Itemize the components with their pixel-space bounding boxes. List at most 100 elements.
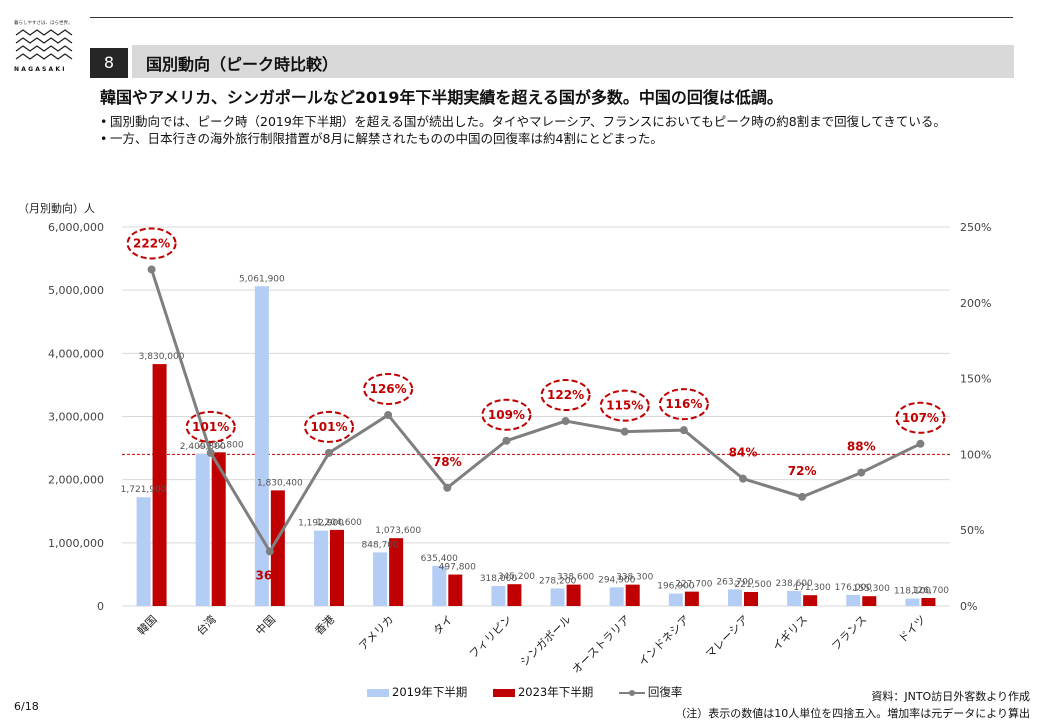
highlight-ellipse	[304, 410, 354, 443]
data-label-2019: 5,061,900	[239, 274, 285, 284]
highlight-ellipse	[363, 372, 414, 405]
recovery-rate-point	[620, 427, 629, 436]
y2-tick-label: 0%	[960, 600, 977, 613]
x-tick-label: オーストラリア	[570, 613, 633, 675]
bar-2023	[862, 596, 877, 606]
data-label-2023: 338,300	[616, 573, 653, 583]
data-label-2023: 345,200	[498, 572, 535, 582]
bullet-item: 一方、日本行きの海外旅行制限措置が8月に解禁されたものの中国の回復率は約4割にと…	[100, 130, 980, 147]
recovery-rate-point	[206, 448, 215, 457]
bar-2019	[491, 585, 506, 606]
recovery-rate-point	[916, 439, 925, 448]
legend-swatch-rate	[618, 688, 645, 698]
y2-tick-label: 250%	[960, 221, 991, 234]
recovery-rate-label: 116%	[665, 397, 702, 411]
recovery-rate-point	[325, 448, 333, 457]
bar-2019	[314, 530, 328, 606]
data-label-2019: 176,000	[835, 583, 872, 593]
bar-2023	[389, 538, 404, 606]
logo-tagline: 暮らしやすさは、ほら世界。	[14, 21, 73, 26]
data-label-2023: 2,432,800	[198, 440, 244, 450]
data-label-2019: 196,900	[657, 582, 694, 592]
data-label-2023: 221,500	[734, 580, 771, 590]
data-label-2023: 3,830,000	[139, 352, 185, 362]
data-label-2019: 263,700	[716, 577, 753, 587]
recovery-rate-label: 115%	[606, 399, 643, 413]
legend-item-2023: 2023年下半期	[492, 684, 593, 700]
x-tick-label: タイ	[431, 613, 456, 638]
logo-wordmark: NAGASAKI	[14, 66, 67, 73]
recovery-rate-label: 88%	[847, 440, 876, 454]
x-tick-label: 中国	[253, 613, 278, 638]
section-number: 8	[90, 48, 128, 78]
recovery-rate-label: 101%	[310, 420, 347, 434]
recovery-rate-point	[679, 426, 688, 435]
bar-2023	[684, 591, 699, 606]
legend-swatch-2023	[492, 688, 515, 697]
data-label-2023: 1,204,600	[316, 518, 362, 528]
data-label-2019: 1,192,900	[298, 519, 344, 529]
data-label-2019: 118,100	[894, 587, 931, 597]
recovery-rate-label: 122%	[547, 388, 584, 402]
recovery-rate-point	[739, 474, 747, 483]
bar-2019	[432, 565, 447, 606]
highlight-ellipse	[126, 227, 177, 260]
headline: 韓国やアメリカ、シンガポールなど2019年下半期実績を超える国が多数。中国の回復…	[100, 88, 783, 107]
bar-2023	[625, 584, 640, 606]
bar-2023	[744, 592, 758, 606]
highlight-ellipse	[481, 398, 532, 431]
bar-2019	[373, 552, 388, 606]
data-label-2019: 848,700	[362, 540, 399, 550]
y-tick-label: 5,000,000	[48, 284, 104, 297]
y2-tick-label: 200%	[960, 297, 991, 310]
recovery-rate-point	[443, 483, 452, 492]
recovery-rate-point	[147, 265, 156, 274]
x-tick-label: マレーシア	[703, 613, 751, 661]
bar-2019	[195, 453, 210, 606]
section-bar	[132, 45, 1014, 78]
recovery-rate-point	[857, 468, 866, 477]
recovery-rate-label: 101%	[192, 420, 229, 434]
y2-tick-label: 150%	[960, 373, 991, 386]
data-label-2019: 318,000	[480, 574, 517, 584]
bar-2023	[330, 529, 344, 606]
y2-tick-label: 100%	[960, 448, 991, 461]
recovery-rate-point	[265, 547, 274, 556]
bar-2023	[448, 574, 463, 606]
highlight-ellipse	[599, 389, 650, 422]
data-label-2023: 338,600	[557, 573, 594, 583]
page-number: 6/18	[14, 700, 39, 713]
recovery-rate-point	[384, 410, 393, 419]
recovery-rate-point	[561, 417, 570, 426]
x-tick-label: インドネシア	[636, 613, 692, 669]
data-label-2023: 155,300	[853, 584, 890, 594]
bar-2019	[787, 590, 802, 606]
recovery-rate-label: 78%	[433, 455, 462, 469]
recovery-rate-label: 109%	[488, 408, 525, 422]
y-tick-label: 3,000,000	[48, 411, 104, 424]
y2-tick-label: 50%	[960, 524, 984, 537]
bullet-item: 国別動向では、ピーク時（2019年下半期）を超える国が続出した。タイやマレーシア…	[100, 113, 980, 130]
chart-legend: 2019年下半期 2023年下半期 回復率	[367, 684, 704, 700]
bar-2019	[846, 594, 861, 606]
bar-2023	[211, 452, 226, 606]
x-tick-label: 香港	[312, 613, 337, 638]
bar-2019	[668, 593, 683, 606]
y-axis-title: （月別動向）人	[18, 201, 95, 215]
x-tick-label: 台湾	[193, 612, 218, 637]
y-tick-label: 4,000,000	[48, 347, 104, 360]
bar-2023	[921, 597, 936, 606]
section-title: 国別動向（ピーク時比較）	[146, 55, 339, 74]
bar-2019	[728, 589, 742, 606]
highlight-ellipse	[895, 401, 946, 434]
data-label-2019: 635,400	[421, 554, 458, 564]
y-tick-label: 1,000,000	[48, 537, 104, 550]
legend-item-rate: 回復率	[618, 684, 682, 700]
data-label-2023: 171,300	[794, 583, 831, 593]
recovery-rate-point	[798, 492, 807, 501]
header-rule	[90, 17, 1013, 18]
recovery-rate-line	[150, 268, 922, 555]
data-label-2023: 1,830,400	[257, 478, 303, 488]
bar-2019	[550, 588, 565, 606]
source-note: 資料：JNTO訪日外客数より作成	[871, 690, 1030, 703]
